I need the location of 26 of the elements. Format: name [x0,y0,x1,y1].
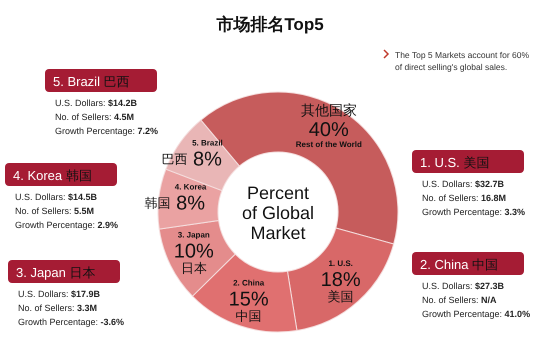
slice-label: 1. U.S. [328,259,353,268]
slice-label: Rest of the World [296,140,362,149]
text: 美国 [328,289,354,304]
data-label: 18% [320,269,361,292]
slice-label: 3. Japan [178,230,210,240]
text: 其他国家 [300,102,357,118]
slice-label: 4. Korea [174,182,207,192]
data-label: 8% [192,148,222,170]
data-label: 8% [176,192,206,215]
chart-title: 市场排名Top5 [215,15,324,34]
card: 1. U.S. 美国 U.S. Dollars: $32.7B No. of Sellers: 16.8M Growth Percentage: 3.3% [412,150,526,217]
card: 3. Japan 日本 U.S. Dollars: $17.9B No. of Sellers: 3.3M Growth Percentage: -3.6% [8,260,124,327]
data-label: 15% [228,288,269,310]
text: Percent of Global Market [242,183,314,243]
card: 2. China 中国 U.S. Dollars: $27.3B No. of Sellers: N/A Growth Percentage: 41.0% [412,252,530,319]
slice-label: 5. Brazil [192,138,223,148]
text: 日本 [180,260,207,276]
slice-label: 2. China [233,278,265,288]
text: 韩国 [144,196,171,211]
data-label: 40% [308,118,350,141]
text: The Top 5 Markets account for 60% of direct selling's global sales. [395,50,530,72]
data-label: 10% [174,240,214,263]
text: 巴西 [161,151,188,166]
text: 中国 [236,308,262,324]
card: 5. Brazil 巴西 U.S. Dollars: $14.2B No. of Sellers: 4.5M Growth Percentage: 7.2% [45,69,158,136]
card: 4. Korea 韩国 U.S. Dollars: $14.5B No. of Sellers: 5.5M Growth Percentage: 2.9% [5,163,118,230]
